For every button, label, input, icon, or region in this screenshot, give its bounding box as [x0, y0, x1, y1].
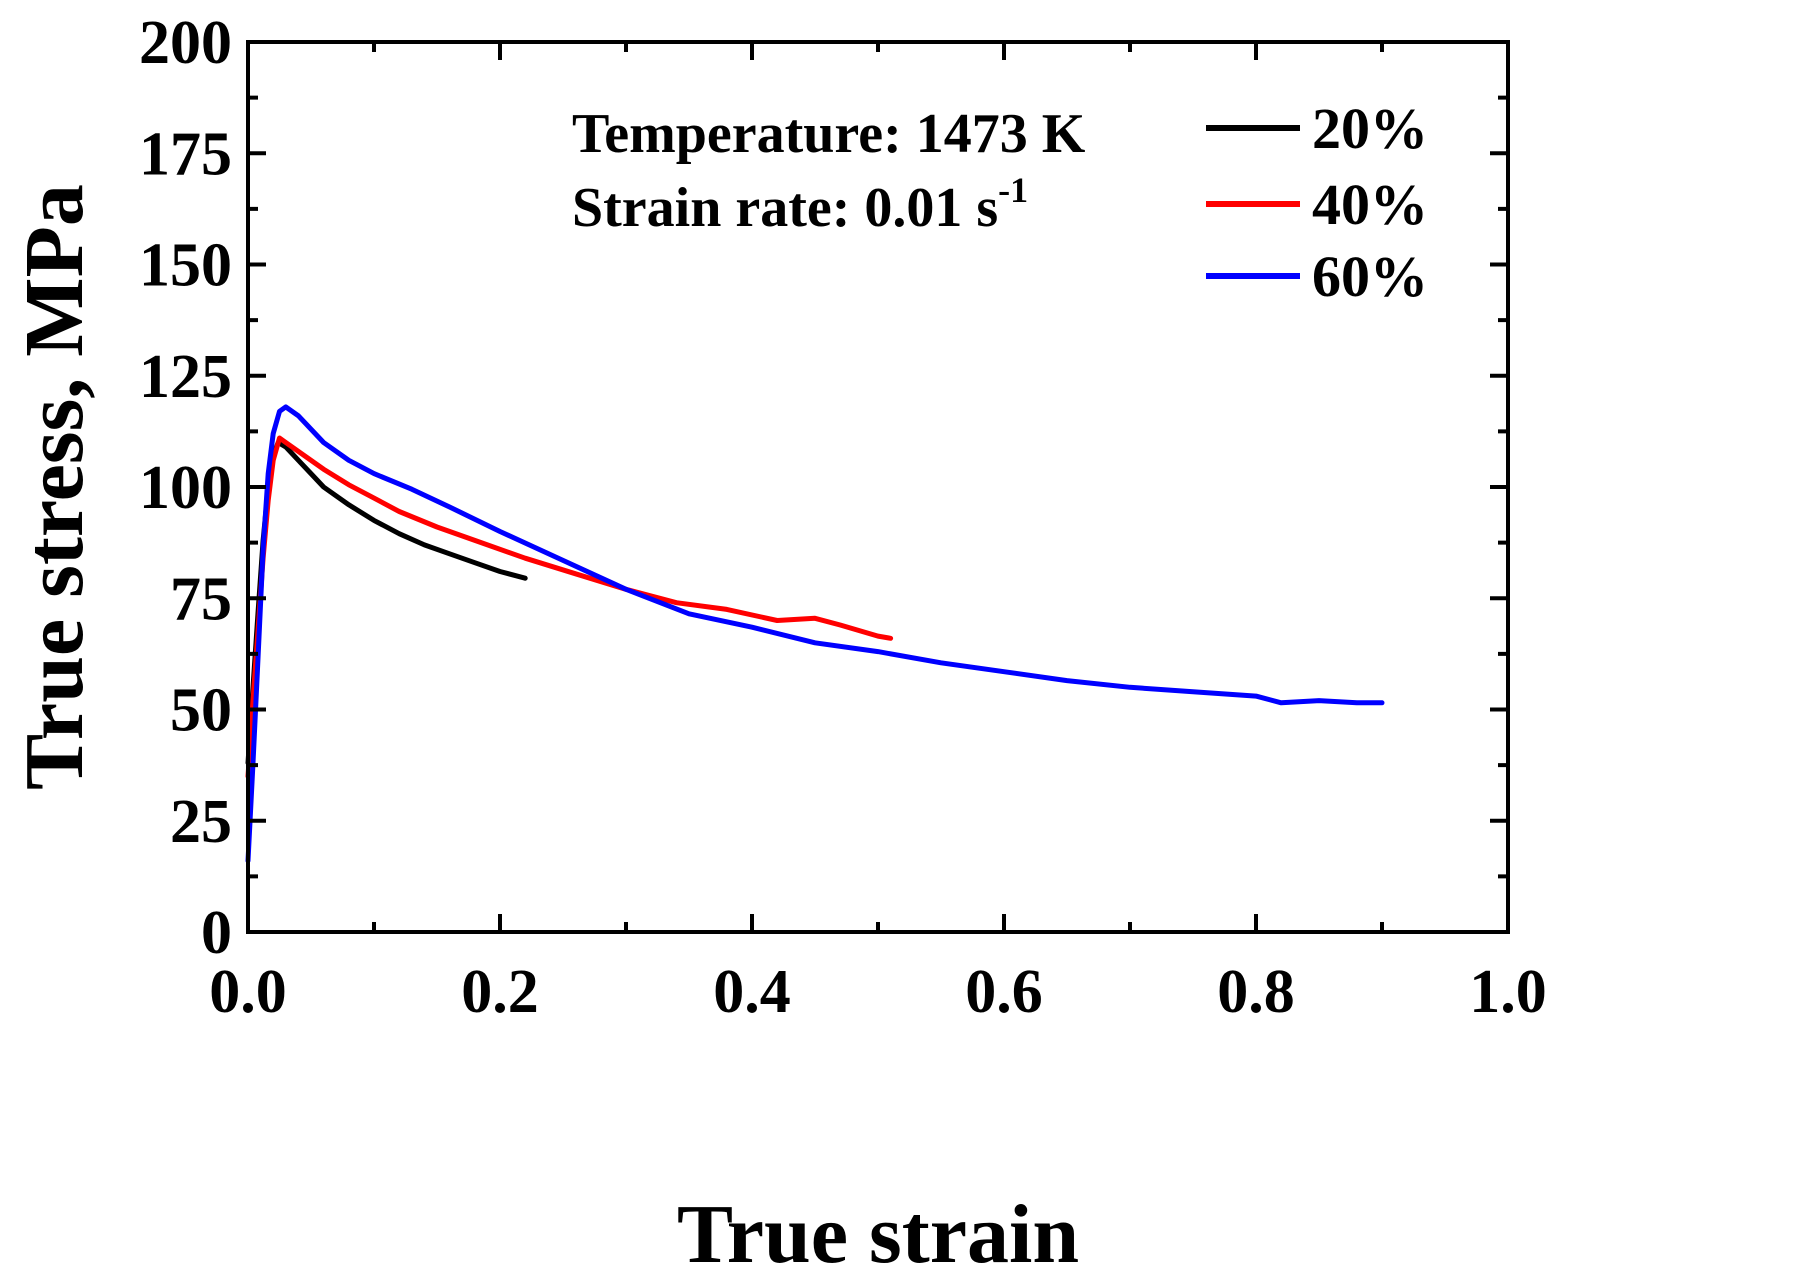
x-tick-label: 0.2	[461, 958, 539, 1026]
legend-label: 60%	[1312, 244, 1428, 309]
y-tick-label: 50	[170, 677, 232, 745]
y-tick-label: 125	[139, 343, 232, 411]
y-tick-label: 25	[170, 788, 232, 856]
y-tick-label: 100	[139, 454, 232, 522]
temperature-annotation: Temperature: 1473 K	[572, 103, 1086, 165]
y-tick-label: 200	[139, 9, 232, 77]
legend-label: 40%	[1312, 172, 1428, 237]
series-layer	[245, 404, 1385, 864]
y-tick-label: 150	[139, 232, 232, 300]
x-tick-label: 1.0	[1469, 958, 1547, 1026]
x-tick-label: 0.4	[713, 958, 791, 1026]
strain-rate-text: Strain rate: 0.01 s	[572, 177, 998, 239]
x-tick-label: 0.6	[965, 958, 1043, 1026]
x-tick-label: 0.8	[1217, 958, 1295, 1026]
y-tick-label: 75	[170, 565, 232, 633]
series-line-60pct	[245, 404, 1385, 864]
x-axis-title: True strain	[677, 1188, 1079, 1281]
legend-label: 20%	[1312, 96, 1428, 161]
strain-rate-annotation: Strain rate: 0.01 s-1	[572, 170, 1028, 239]
y-tick-label: 175	[139, 120, 232, 188]
ticks-layer: 0.0 0.2 0.4 0.6 0.8 1.0 0 25 50 75 100 125 150 175 200	[139, 9, 1547, 1026]
y-axis-title: True stress, MPa	[8, 184, 101, 790]
legend: 20% 40% 60%	[1206, 96, 1428, 309]
y-tick-label: 0	[201, 899, 232, 967]
strain-rate-superscript: -1	[998, 170, 1028, 210]
x-tick-label: 0.0	[209, 958, 287, 1026]
